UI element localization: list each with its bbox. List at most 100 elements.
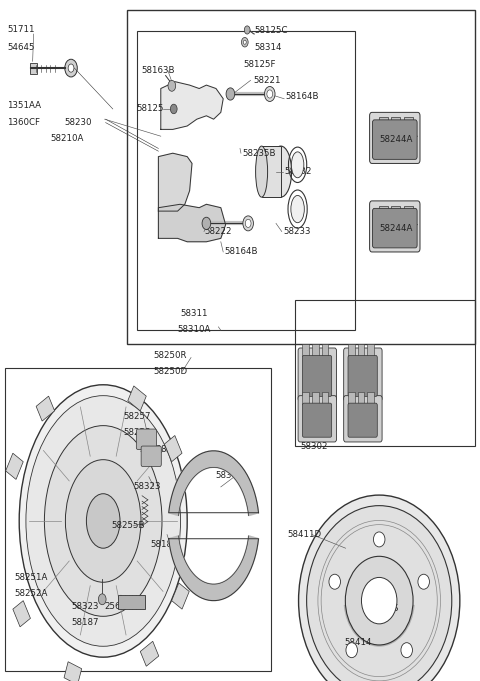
Bar <box>165 436 182 462</box>
Text: 58233: 58233 <box>283 227 311 236</box>
Ellipse shape <box>45 426 162 616</box>
Text: 1351AA: 1351AA <box>7 101 41 110</box>
Polygon shape <box>161 82 223 129</box>
Text: 58187: 58187 <box>150 540 178 550</box>
FancyBboxPatch shape <box>344 396 382 442</box>
Ellipse shape <box>299 495 460 681</box>
Text: 58230: 58230 <box>65 118 92 127</box>
Circle shape <box>168 80 176 91</box>
Bar <box>358 344 364 356</box>
FancyBboxPatch shape <box>298 396 336 442</box>
Bar <box>127 10 475 344</box>
Ellipse shape <box>361 577 397 624</box>
Bar <box>30 63 37 74</box>
Circle shape <box>243 40 246 44</box>
Text: 1220FS: 1220FS <box>366 604 398 614</box>
Text: 1360CF: 1360CF <box>7 118 40 127</box>
Circle shape <box>245 219 251 227</box>
FancyBboxPatch shape <box>302 355 332 396</box>
Polygon shape <box>158 204 226 242</box>
Text: 58164B: 58164B <box>286 92 319 101</box>
Circle shape <box>241 37 248 47</box>
Text: 58164B: 58164B <box>225 247 258 257</box>
Text: 58414: 58414 <box>345 638 372 648</box>
Text: 58163B: 58163B <box>142 66 175 76</box>
FancyBboxPatch shape <box>372 120 417 159</box>
Circle shape <box>98 594 106 605</box>
Bar <box>128 386 146 411</box>
Ellipse shape <box>255 146 267 197</box>
Ellipse shape <box>329 574 340 589</box>
Text: 58250R: 58250R <box>154 351 187 360</box>
FancyBboxPatch shape <box>348 403 377 437</box>
Polygon shape <box>168 451 259 516</box>
Bar <box>172 583 189 609</box>
FancyBboxPatch shape <box>136 429 156 449</box>
Text: 58232: 58232 <box>285 167 312 176</box>
Bar <box>312 344 319 356</box>
Bar <box>13 601 30 627</box>
Polygon shape <box>168 536 259 601</box>
Bar <box>367 392 374 404</box>
Bar <box>391 117 400 136</box>
Text: 58310A: 58310A <box>178 325 211 334</box>
Text: 58323: 58323 <box>133 481 161 491</box>
Text: 58125C: 58125C <box>254 26 288 35</box>
FancyBboxPatch shape <box>370 112 420 163</box>
Circle shape <box>68 64 74 72</box>
Ellipse shape <box>307 505 452 681</box>
Text: 58302: 58302 <box>300 441 328 451</box>
Text: 58235B: 58235B <box>242 148 276 158</box>
Bar <box>302 344 309 356</box>
Bar <box>367 344 374 356</box>
Bar <box>322 344 328 356</box>
Text: 25649: 25649 <box>105 601 132 611</box>
FancyBboxPatch shape <box>344 348 382 401</box>
Polygon shape <box>158 153 192 211</box>
Bar <box>118 595 145 609</box>
Ellipse shape <box>373 532 385 547</box>
Text: 58323: 58323 <box>71 601 98 611</box>
Ellipse shape <box>86 494 120 548</box>
Text: 58210A: 58210A <box>50 134 84 144</box>
Ellipse shape <box>19 385 187 657</box>
FancyBboxPatch shape <box>370 201 420 252</box>
FancyBboxPatch shape <box>348 355 377 396</box>
Bar <box>348 344 355 356</box>
Bar <box>404 117 413 136</box>
Ellipse shape <box>346 643 358 658</box>
Bar <box>295 300 475 446</box>
Ellipse shape <box>26 396 180 646</box>
Text: 58411D: 58411D <box>287 530 321 539</box>
Text: 58250D: 58250D <box>153 366 188 376</box>
FancyBboxPatch shape <box>141 446 161 466</box>
Bar <box>302 392 309 404</box>
Text: 58314: 58314 <box>254 43 282 52</box>
Text: 58244A: 58244A <box>379 135 413 144</box>
Text: 58244A: 58244A <box>379 223 413 233</box>
Text: 58305: 58305 <box>215 471 242 480</box>
Ellipse shape <box>418 574 430 589</box>
Text: 58125: 58125 <box>137 104 164 114</box>
Circle shape <box>170 104 177 114</box>
Bar <box>379 206 388 225</box>
Text: 58221: 58221 <box>253 76 281 85</box>
Bar <box>36 396 55 421</box>
Text: 54645: 54645 <box>7 43 35 52</box>
Text: 58187: 58187 <box>71 618 98 627</box>
FancyBboxPatch shape <box>298 348 336 401</box>
Circle shape <box>65 59 77 77</box>
Text: 58258: 58258 <box>124 428 151 437</box>
Circle shape <box>226 88 235 100</box>
Text: 58252A: 58252A <box>14 589 48 599</box>
Ellipse shape <box>291 195 304 223</box>
Bar <box>64 662 82 681</box>
Bar <box>137 31 355 330</box>
Ellipse shape <box>345 556 413 645</box>
Text: 58222: 58222 <box>204 227 231 236</box>
Bar <box>404 206 413 225</box>
Text: 51711: 51711 <box>7 25 35 35</box>
Ellipse shape <box>65 460 141 582</box>
Text: 58268A: 58268A <box>139 445 173 454</box>
FancyBboxPatch shape <box>372 208 417 248</box>
